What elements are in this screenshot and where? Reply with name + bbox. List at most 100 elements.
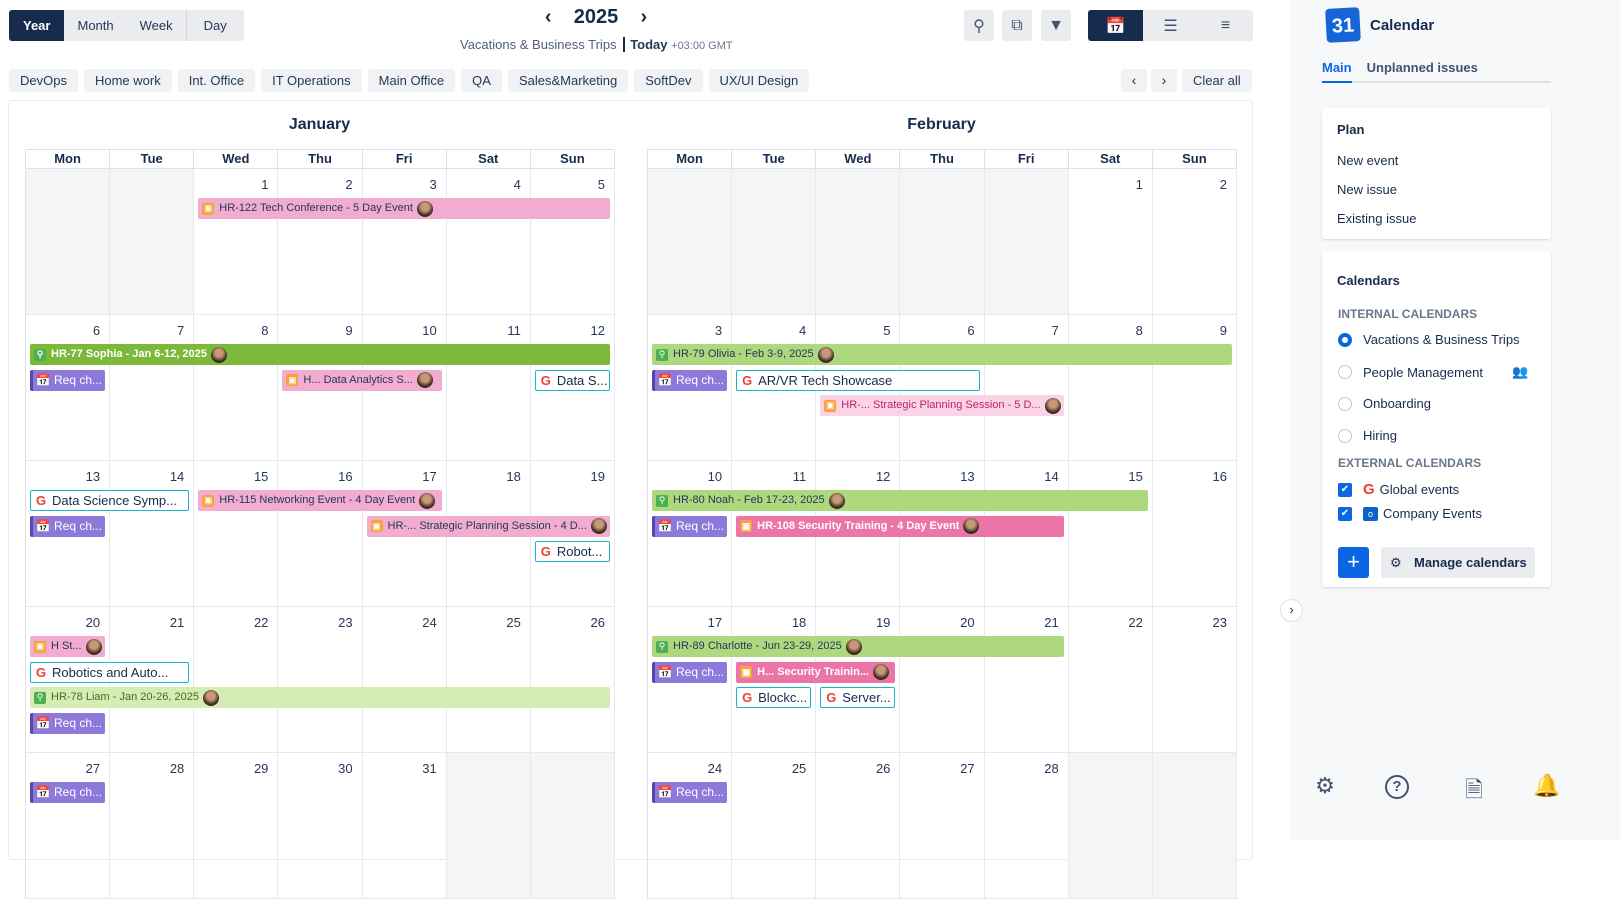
day-cell[interactable]: 6 xyxy=(26,315,111,461)
search-icon[interactable]: ⚲ xyxy=(964,10,994,41)
add-calendar-button[interactable]: + xyxy=(1338,547,1369,578)
document-help-icon[interactable]: 🗎 xyxy=(1465,777,1483,802)
view-week-button[interactable]: Week xyxy=(139,18,173,33)
tab-unplanned-issues[interactable]: Unplanned issues xyxy=(1366,60,1478,75)
day-cell[interactable]: 28 xyxy=(110,753,195,899)
day-cell[interactable]: 14 xyxy=(984,461,1069,607)
day-cell[interactable]: 26 xyxy=(530,607,615,753)
day-cell[interactable]: 21 xyxy=(984,607,1069,753)
calendar-vacations[interactable]: Vacations & Business Trips xyxy=(1338,332,1520,347)
day-cell[interactable]: 24 xyxy=(362,607,447,753)
tags-next-button[interactable]: › xyxy=(1151,69,1177,92)
notification-icon[interactable]: 🔔 xyxy=(1533,773,1561,798)
day-cell[interactable]: 15 xyxy=(1068,461,1153,607)
timeline-icon[interactable]: ☰ xyxy=(1143,10,1198,41)
calendar-icon[interactable]: 📅 xyxy=(1088,10,1143,41)
event-green[interactable]: ⚲ HR-77 Sophia - Jan 6-12, 2025 xyxy=(30,344,610,365)
view-month-button[interactable]: Month xyxy=(77,18,114,33)
day-cell[interactable]: 25 xyxy=(446,607,531,753)
event-pinkdk[interactable]: ▣ H... Security Trainin... xyxy=(736,661,896,683)
clear-all-button[interactable]: Clear all xyxy=(1182,69,1252,92)
event-pink[interactable]: ▣ HR-122 Tech Conference - 5 Day Event xyxy=(198,198,610,219)
checkbox-checked[interactable]: ✔ xyxy=(1338,482,1352,497)
day-cell[interactable]: 15 xyxy=(194,461,279,607)
calendar-global-events[interactable]: ✔ G Global events xyxy=(1338,481,1459,498)
day-cell[interactable]: 1 xyxy=(1068,169,1153,315)
calendar-hiring[interactable]: Hiring xyxy=(1338,428,1397,443)
day-cell[interactable]: 11 xyxy=(446,315,531,461)
filter-tag[interactable]: DevOps xyxy=(9,69,78,92)
day-cell[interactable]: 25 xyxy=(732,753,817,899)
event-purple[interactable]: 📅 Req ch... xyxy=(30,369,106,391)
event-google[interactable]: G Server... xyxy=(820,687,896,708)
filter-tag[interactable]: Int. Office xyxy=(177,69,256,92)
event-xgreen[interactable]: ⚲ HR-78 Liam - Jan 20-26, 2025 xyxy=(30,687,610,708)
day-cell[interactable]: 21 xyxy=(110,607,195,753)
tags-prev-button[interactable]: ‹ xyxy=(1121,69,1147,92)
day-cell[interactable]: 19 xyxy=(530,461,615,607)
day-cell[interactable]: 3 xyxy=(362,169,447,315)
day-cell[interactable]: 2 xyxy=(278,169,363,315)
day-cell[interactable]: 27 xyxy=(26,753,111,899)
checkbox-checked[interactable]: ✔ xyxy=(1338,506,1352,521)
event-pinklt[interactable]: ▣ HR-... Strategic Planning Session - 5 D… xyxy=(820,395,1064,416)
day-cell[interactable]: 22 xyxy=(194,607,279,753)
day-cell[interactable]: 4 xyxy=(446,169,531,315)
event-google[interactable]: G Robot... xyxy=(534,541,610,562)
event-lgreen[interactable]: ⚲ HR-89 Charlotte - Jun 23-29, 2025 xyxy=(652,636,1064,657)
day-cell[interactable]: 8 xyxy=(1068,315,1153,461)
day-cell[interactable]: 2 xyxy=(1152,169,1237,315)
existing-issue-link[interactable]: Existing issue xyxy=(1337,211,1417,226)
day-cell[interactable]: 16 xyxy=(278,461,363,607)
day-cell[interactable]: 30 xyxy=(278,753,363,899)
radio-selected[interactable] xyxy=(1338,332,1352,347)
day-cell[interactable]: 24 xyxy=(648,753,733,899)
day-cell[interactable]: 26 xyxy=(816,753,901,899)
day-cell[interactable]: 8 xyxy=(194,315,279,461)
today-button[interactable]: Today xyxy=(623,37,668,52)
day-cell[interactable]: 28 xyxy=(984,753,1069,899)
day-cell[interactable]: 31 xyxy=(362,753,447,899)
new-event-link[interactable]: New event xyxy=(1337,153,1399,168)
event-google[interactable]: G Blockc... xyxy=(736,687,812,708)
event-google[interactable]: G Data S... xyxy=(534,369,610,391)
event-pink[interactable]: ▣ HR-... Strategic Planning Session - 4 D… xyxy=(366,515,610,537)
day-cell[interactable]: 23 xyxy=(1152,607,1237,753)
new-issue-link[interactable]: New issue xyxy=(1337,182,1397,197)
calendar-onboarding[interactable]: Onboarding xyxy=(1338,396,1431,411)
list-icon[interactable]: ≡ xyxy=(1198,10,1253,41)
day-cell[interactable]: 22 xyxy=(1068,607,1153,753)
day-cell[interactable]: 19 xyxy=(816,607,901,753)
day-cell[interactable]: 7 xyxy=(984,315,1069,461)
filter-tag[interactable]: SoftDev xyxy=(634,69,703,92)
day-cell[interactable]: 9 xyxy=(1152,315,1237,461)
day-cell[interactable]: 27 xyxy=(900,753,985,899)
gear-icon[interactable]: ⚙ xyxy=(1315,773,1335,798)
day-cell[interactable]: 12 xyxy=(530,315,615,461)
view-year-button[interactable]: Year xyxy=(9,10,65,41)
day-cell[interactable]: 3 xyxy=(648,315,733,461)
filter-tag[interactable]: QA xyxy=(461,69,502,92)
event-lgreen[interactable]: ⚲ HR-79 Olivia - Feb 3-9, 2025 xyxy=(652,344,1232,365)
day-cell[interactable]: 20 xyxy=(900,607,985,753)
event-google[interactable]: G Data Science Symp... xyxy=(30,490,190,511)
day-cell[interactable]: 6 xyxy=(900,315,985,461)
filter-tag[interactable]: Home work xyxy=(83,69,172,92)
event-purple[interactable]: 📅 Req ch... xyxy=(652,661,728,683)
filter-icon[interactable]: ▼ xyxy=(1041,10,1071,41)
event-purple[interactable]: 📅 Req ch... xyxy=(652,782,728,803)
event-purple[interactable]: 📅 Req ch... xyxy=(30,782,106,803)
event-google[interactable]: G Robotics and Auto... xyxy=(30,661,190,683)
event-lgreen[interactable]: ⚲ HR-80 Noah - Feb 17-23, 2025 xyxy=(652,490,1148,511)
radio[interactable] xyxy=(1338,365,1352,379)
calendar-people-management[interactable]: People Management 👥 xyxy=(1338,364,1528,380)
day-cell[interactable]: 14 xyxy=(110,461,195,607)
event-purple[interactable]: 📅 Req ch... xyxy=(652,369,728,391)
next-year-button[interactable]: › xyxy=(640,6,648,28)
tab-main[interactable]: Main xyxy=(1322,60,1352,83)
calendar-company-events[interactable]: ✔ o Company Events xyxy=(1338,506,1482,521)
event-pink[interactable]: ▣ H... Data Analytics S... xyxy=(282,369,442,391)
radio[interactable] xyxy=(1338,428,1352,443)
day-cell[interactable]: 13 xyxy=(26,461,111,607)
event-purple[interactable]: 📅 Req ch... xyxy=(652,515,728,537)
